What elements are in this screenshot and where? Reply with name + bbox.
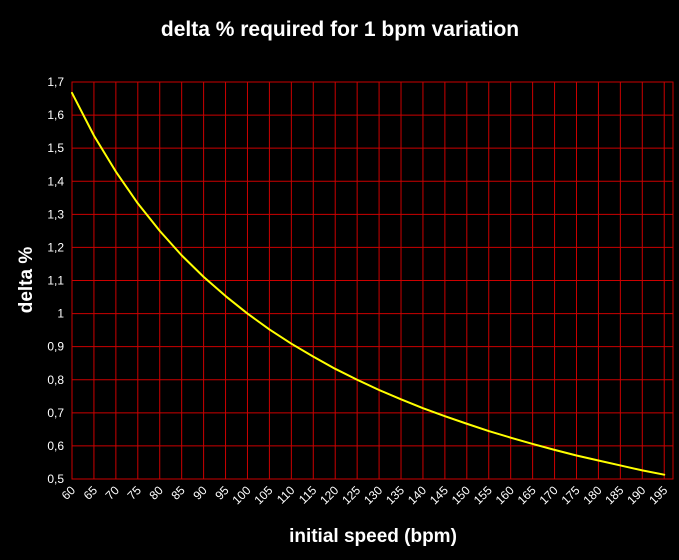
y-tick-label: 1,5 (47, 141, 64, 155)
y-axis-title: delta % (16, 247, 37, 314)
y-tick-label: 1,3 (47, 207, 64, 221)
y-tick-label: 0,8 (47, 373, 64, 387)
y-tick-label: 1,2 (47, 240, 64, 254)
y-tick-label: 0,9 (47, 340, 64, 354)
y-tick-label: 0,6 (47, 439, 64, 453)
series-line-0 (71, 91, 666, 476)
x-axis-title: initial speed (bpm) (289, 526, 457, 547)
series (71, 91, 666, 476)
plot-frame (71, 81, 674, 480)
y-tick-label: 0,5 (47, 472, 64, 486)
y-tick-label: 0,7 (47, 406, 64, 420)
y-tick-label: 1,6 (47, 108, 64, 122)
y-tick-label: 1,4 (47, 174, 64, 188)
y-tick-label: 1,7 (47, 75, 64, 89)
grid (71, 81, 674, 480)
y-tick-label: 1 (57, 307, 64, 321)
y-tick-labels: 0,5 0,6 0,7 0,8 0,9 1 1,1 1,2 1,3 1,4 1,5 1,6 1,7 (47, 75, 64, 486)
chart-title: delta % required for 1 bpm variation (161, 18, 519, 41)
y-tick-label: 1,1 (47, 274, 64, 288)
